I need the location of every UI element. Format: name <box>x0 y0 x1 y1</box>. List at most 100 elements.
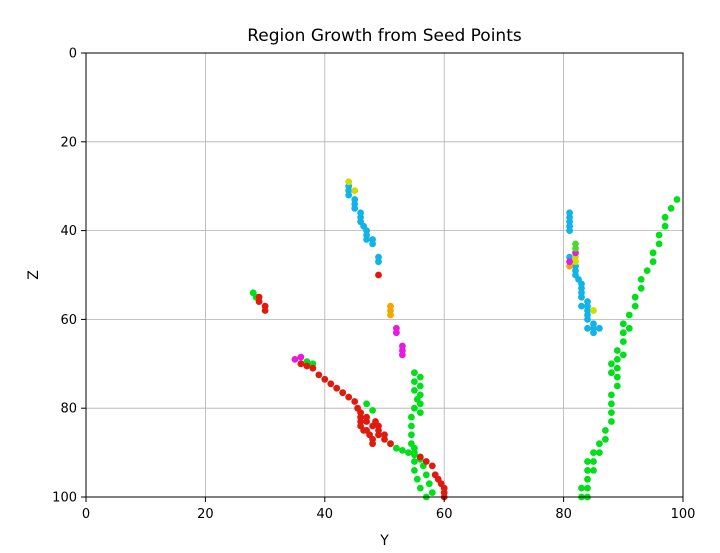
scatter-point <box>613 356 621 363</box>
scatter-point <box>416 484 424 492</box>
scatter-point <box>608 391 615 399</box>
x-tick-label: 40 <box>317 507 334 522</box>
scatter-point <box>590 329 597 337</box>
scatter-point <box>661 222 669 230</box>
scatter-point <box>590 467 597 474</box>
scatter-point <box>596 440 603 448</box>
scatter-point <box>411 387 418 394</box>
scatter-point <box>619 320 627 328</box>
scatter-point <box>584 484 591 492</box>
scatter-point <box>375 271 382 279</box>
scatter-point <box>625 324 633 332</box>
scatter-point <box>578 293 585 301</box>
scatter-point <box>363 400 370 408</box>
y-tick-label: 80 <box>60 402 77 417</box>
scatter-point <box>643 267 651 274</box>
scatter-point <box>637 284 645 292</box>
scatter-point <box>327 380 335 388</box>
scatter-point <box>596 324 603 332</box>
scatter-point <box>369 236 376 243</box>
scatter-point <box>428 489 436 496</box>
scatter-point <box>416 391 424 399</box>
scatter-point <box>411 378 418 385</box>
scatter-point <box>333 384 341 392</box>
scatter-point <box>596 449 603 456</box>
scatter-point <box>387 311 394 319</box>
scatter-point <box>291 356 299 363</box>
scatter-point <box>399 447 406 454</box>
y-tick-label: 0 <box>69 47 77 62</box>
scatter-point <box>619 329 627 337</box>
scatter-point <box>345 393 353 401</box>
scatter-point <box>631 302 639 310</box>
scatter-point <box>649 258 657 266</box>
scatter-point <box>602 435 609 443</box>
scatter-point <box>422 458 430 465</box>
scatter-point <box>655 240 663 248</box>
scatter-point <box>297 360 305 368</box>
scatter-point <box>411 458 418 465</box>
scatter-point <box>297 353 305 361</box>
scatter-point <box>578 302 585 310</box>
scatter-point <box>405 449 412 456</box>
scatter-point <box>411 404 418 412</box>
scatter-point <box>408 431 415 439</box>
scatter-point <box>345 178 353 186</box>
scatter-point <box>584 316 591 323</box>
scatter-point <box>411 451 418 459</box>
scatter-point <box>351 205 359 212</box>
scatter-point <box>649 249 657 257</box>
x-axis-label: Y <box>379 533 389 549</box>
scatter-point <box>369 407 376 414</box>
scatter-point <box>584 475 591 483</box>
scatter-point <box>590 449 597 456</box>
grid-lines <box>85 52 684 498</box>
scatter-point <box>673 196 681 203</box>
scatter-point <box>613 382 621 390</box>
scatter-point <box>613 364 621 372</box>
scatter-point <box>619 351 627 359</box>
scatter-point <box>411 369 418 377</box>
scatter-point <box>303 362 311 370</box>
scatter-point <box>416 409 424 416</box>
scatter-point <box>590 458 597 465</box>
x-tick-label: 60 <box>436 507 453 522</box>
chart-title: Region Growth from Seed Points <box>247 26 522 46</box>
scatter-point <box>613 347 621 354</box>
scatter-point <box>416 400 424 408</box>
scatter-point <box>261 307 269 314</box>
scatter-point <box>566 258 573 266</box>
scatter-point <box>416 373 424 381</box>
scatter-point <box>425 480 433 488</box>
scatter-points <box>249 178 681 501</box>
scatter-point <box>413 475 421 483</box>
scatter-point <box>602 427 609 434</box>
y-tick-label: 60 <box>60 313 77 328</box>
plot-frame <box>85 52 684 498</box>
scatter-point <box>667 205 675 212</box>
scatter-point <box>369 422 376 430</box>
scatter-point <box>613 373 621 381</box>
scatter-point <box>375 431 382 439</box>
x-tick-label: 80 <box>555 507 572 522</box>
scatter-point <box>584 458 591 465</box>
scatter-point <box>608 360 615 368</box>
scatter-point <box>625 311 633 319</box>
scatter-point <box>363 236 370 243</box>
scatter-point <box>619 338 627 345</box>
axis-ticks: 0 20 40 60 80 100 0 20 40 60 80 100 <box>52 47 695 523</box>
scatter-point <box>369 440 376 448</box>
scatter-point <box>637 276 645 283</box>
scatter-point <box>584 324 591 332</box>
scatter-point <box>399 351 406 359</box>
scatter-point <box>584 467 591 474</box>
scatter-point <box>661 213 669 221</box>
scatter-point <box>351 187 359 195</box>
scatter-point <box>572 245 579 252</box>
scatter-point <box>590 307 597 314</box>
x-tick-label: 20 <box>197 507 214 522</box>
scatter-point <box>393 444 400 452</box>
y-tick-label: 100 <box>52 491 77 506</box>
scatter-point <box>608 369 615 377</box>
